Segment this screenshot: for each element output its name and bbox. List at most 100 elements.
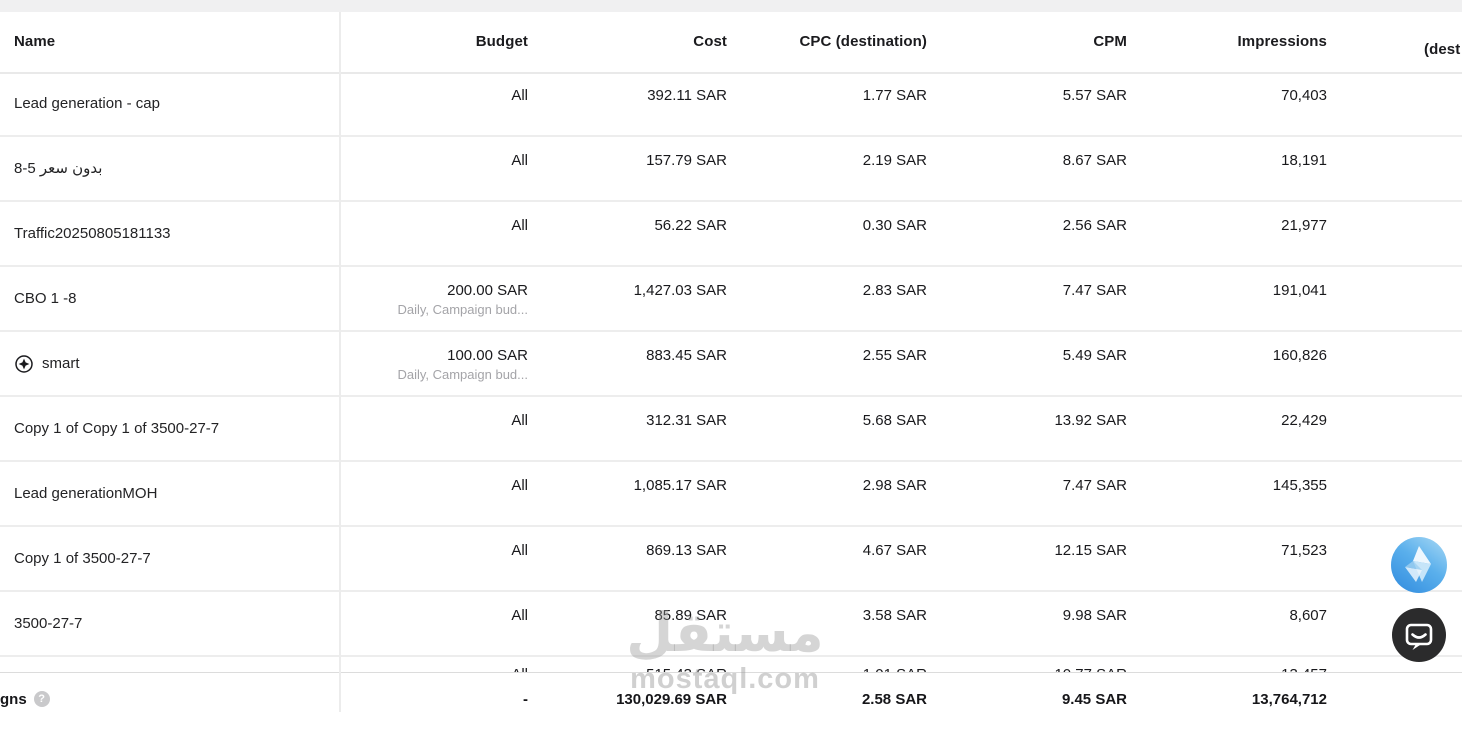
budget-value: All (511, 542, 528, 559)
table-row[interactable]: Copy 1 of Copy 1 of 3500-27-7 All 312.31… (0, 397, 1462, 462)
table-header-row: Name Budget Cost CPC (destination) CPM I… (0, 12, 1462, 74)
totals-cost: 130,029.69 SAR (616, 691, 727, 708)
campaign-name[interactable]: Lead generation - cap (14, 95, 160, 112)
smart-campaign-icon (14, 354, 34, 374)
impressions-value: 8,607 (1289, 607, 1327, 624)
cpm-value: 9.98 SAR (1062, 607, 1127, 624)
campaign-name-cell[interactable]: CBO 1 -8 (0, 267, 340, 330)
campaign-name[interactable]: Lead generationMOH (14, 485, 158, 502)
cost-value: 392.11 SAR (647, 87, 727, 104)
cpc-value: 4.67 SAR (862, 542, 927, 559)
cost-value: 1,427.03 SAR (633, 282, 727, 299)
clipped-column-cell (1327, 267, 1462, 330)
cpc-value: 2.55 SAR (862, 347, 927, 364)
impressions-value: 71,523 (1281, 542, 1327, 559)
assistant-origami-icon (1405, 546, 1431, 582)
cpc-value: 5.68 SAR (862, 412, 927, 429)
table-row[interactable]: Traffic20250805181133 All 56.22 SAR 0.30… (0, 202, 1462, 267)
clipped-column-cell (1327, 332, 1462, 395)
column-header-cost[interactable]: Cost (693, 33, 727, 50)
column-header-name[interactable]: Name (14, 33, 56, 50)
campaign-name[interactable]: smart (42, 355, 80, 372)
column-header-impressions[interactable]: Impressions (1237, 33, 1327, 50)
campaign-name[interactable]: Copy 1 of 3500-27-7 (14, 550, 151, 567)
campaign-name[interactable]: Traffic20250805181133 (14, 225, 171, 242)
cpm-value: 13.92 SAR (1054, 412, 1127, 429)
budget-cell: 100.00 SAR Daily, Campaign bud... (340, 332, 528, 395)
campaign-name-cell[interactable]: Copy 1 of Copy 1 of 3500-27-7 (0, 397, 340, 460)
cost-value: 56.22 SAR (654, 217, 727, 234)
cpc-value: 0.30 SAR (862, 217, 927, 234)
table-row[interactable]: smart 100.00 SAR Daily, Campaign bud... … (0, 332, 1462, 397)
campaign-name[interactable]: 3500-27-7 (14, 615, 83, 632)
cpm-value: 5.49 SAR (1062, 347, 1127, 364)
campaign-name-cell[interactable]: smart (0, 332, 340, 395)
cpc-value: 2.83 SAR (862, 282, 927, 299)
clipped-column-cell (1327, 397, 1462, 460)
impressions-value: 70,403 (1281, 87, 1327, 104)
column-header-budget[interactable]: Budget (475, 33, 528, 50)
impressions-value: 18,191 (1281, 152, 1327, 169)
campaign-name-cell[interactable]: Lead generation - cap (0, 72, 340, 135)
cost-value: 85.89 SAR (654, 607, 727, 624)
cost-value: 883.45 SAR (646, 347, 727, 364)
column-header-cpc-destination[interactable]: CPC (destination) (799, 33, 927, 50)
impressions-value: 22,429 (1281, 412, 1327, 429)
page-top-strip (0, 0, 1462, 12)
cpm-value: 5.57 SAR (1062, 87, 1127, 104)
budget-value: All (511, 477, 528, 494)
smart-assistant-button[interactable] (1391, 537, 1447, 593)
clipped-column-cell (1327, 202, 1462, 265)
frozen-column-divider (339, 12, 341, 712)
budget-cell: All (340, 462, 528, 525)
totals-budget: - (523, 691, 528, 708)
budget-cell: All (340, 527, 528, 590)
budget-value: All (511, 412, 528, 429)
table-row[interactable]: CBO 1 -8 200.00 SAR Daily, Campaign bud.… (0, 267, 1462, 332)
campaign-table-body: Lead generation - cap All 392.11 SAR 1.7… (0, 72, 1462, 722)
clipped-column-cell (1327, 72, 1462, 135)
table-row[interactable]: Lead generationMOH All 1,085.17 SAR 2.98… (0, 462, 1462, 527)
clipped-column-cell (1327, 462, 1462, 525)
totals-cpm: 9.45 SAR (1061, 691, 1127, 708)
ads-manager-campaign-table-page: { "table": { "columns": [ {"label": "Nam… (0, 0, 1462, 722)
campaign-name[interactable]: بدون سعر 5-8 (14, 160, 103, 177)
column-header-cpm[interactable]: CPM (1093, 33, 1127, 50)
live-chat-button[interactable] (1392, 608, 1446, 662)
campaign-name[interactable]: Copy 1 of Copy 1 of 3500-27-7 (14, 420, 220, 437)
totals-label-clipped: gns (0, 691, 27, 708)
budget-cell: All (340, 397, 528, 460)
cost-value: 1,085.17 SAR (633, 477, 727, 494)
campaign-name-cell[interactable]: Traffic20250805181133 (0, 202, 340, 265)
clipped-column-cell (1327, 137, 1462, 200)
help-icon[interactable]: ? (33, 691, 50, 707)
totals-clipped-cell (1327, 690, 1462, 737)
cost-value: 157.79 SAR (646, 152, 727, 169)
cpm-value: 2.56 SAR (1062, 217, 1127, 234)
cpm-value: 8.67 SAR (1062, 152, 1127, 169)
budget-value: 200.00 SAR (447, 282, 528, 299)
campaign-name-cell[interactable]: 3500-27-7 (0, 592, 340, 655)
budget-cell: All (340, 137, 528, 200)
cpc-value: 3.58 SAR (862, 607, 927, 624)
budget-subtext: Daily, Campaign bud... (397, 367, 528, 382)
chat-bubble-icon (1405, 623, 1433, 650)
cpm-value: 7.47 SAR (1062, 282, 1127, 299)
table-row[interactable]: 3500-27-7 All 85.89 SAR 3.58 SAR 9.98 SA… (0, 592, 1462, 657)
totals-bar: gns ? - 130,029.69 SAR 2.58 SAR 9.45 SAR… (0, 672, 1462, 737)
campaign-name-cell[interactable]: بدون سعر 5-8 (0, 137, 340, 200)
table-row[interactable]: Lead generation - cap All 392.11 SAR 1.7… (0, 72, 1462, 137)
campaign-name[interactable]: CBO 1 -8 (14, 290, 77, 307)
impressions-value: 145,355 (1272, 477, 1327, 494)
cost-value: 312.31 SAR (646, 412, 727, 429)
impressions-value: 160,826 (1272, 347, 1327, 364)
cpc-value: 1.77 SAR (862, 87, 927, 104)
column-header-clipped: (dest (1424, 41, 1461, 58)
budget-value: All (511, 607, 528, 624)
table-row[interactable]: بدون سعر 5-8 All 157.79 SAR 2.19 SAR 8.6… (0, 137, 1462, 202)
campaign-name-cell[interactable]: Copy 1 of 3500-27-7 (0, 527, 340, 590)
campaign-name-cell[interactable]: Lead generationMOH (0, 462, 340, 525)
totals-cpc: 2.58 SAR (861, 691, 927, 708)
table-row[interactable]: Copy 1 of 3500-27-7 All 869.13 SAR 4.67 … (0, 527, 1462, 592)
cpc-value: 2.19 SAR (862, 152, 927, 169)
